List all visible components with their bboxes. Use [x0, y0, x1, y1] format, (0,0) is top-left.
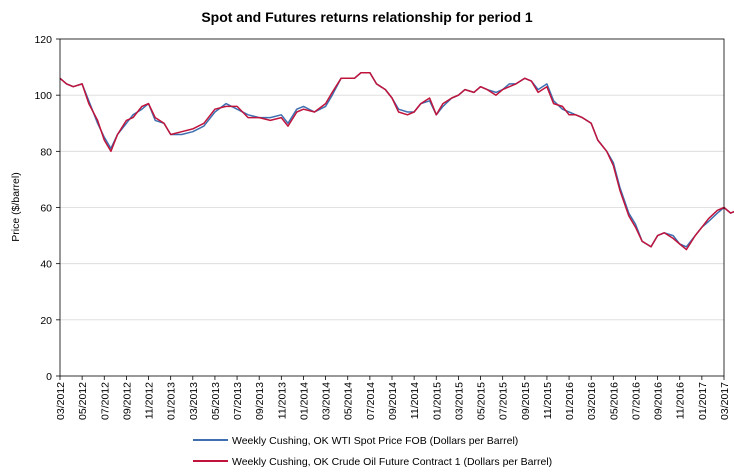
x-tick-label: 07/2014 — [365, 382, 377, 420]
gridlines — [60, 94, 724, 321]
y-tick-label: 60 — [40, 203, 52, 215]
y-axis-ticks: 0 20 40 60 80 100 120 — [34, 34, 60, 383]
x-tick-label: 09/2015 — [520, 382, 532, 420]
x-tick-label: 11/2016 — [675, 382, 687, 419]
legend: Weekly Cushing, OK WTI Spot Price FOB (D… — [193, 435, 552, 468]
x-tick-label: 07/2012 — [99, 382, 111, 420]
x-tick-label: 01/2016 — [564, 382, 576, 420]
x-tick-label: 11/2014 — [409, 382, 421, 419]
y-tick-label: 120 — [34, 34, 52, 46]
x-tick-label: 07/2015 — [498, 382, 510, 420]
x-tick-label: 01/2017 — [697, 382, 709, 420]
x-tick-label: 03/2013 — [188, 382, 200, 420]
x-tick-label: 07/2016 — [630, 382, 642, 420]
x-tick-label: 11/2013 — [276, 382, 288, 419]
y-axis-label: Price ($/barrel) — [10, 172, 22, 241]
x-tick-label: 05/2014 — [343, 382, 355, 420]
series-lines — [59, 71, 734, 251]
y-tick-label: 0 — [46, 371, 52, 383]
y-tick-label: 100 — [34, 90, 52, 102]
x-tick-label: 09/2016 — [653, 382, 665, 420]
x-tick-label: 01/2013 — [166, 382, 178, 420]
x-tick-label: 11/2012 — [144, 382, 156, 419]
x-tick-label: 07/2013 — [232, 382, 244, 420]
x-tick-label: 05/2012 — [77, 382, 89, 420]
legend-label-2: Weekly Cushing, OK Crude Oil Future Cont… — [232, 456, 552, 468]
x-tick-label: 01/2014 — [298, 382, 310, 420]
legend-label-1: Weekly Cushing, OK WTI Spot Price FOB (D… — [232, 435, 518, 447]
y-tick-label: 80 — [40, 146, 52, 158]
chart-title: Spot and Futures returns relationship fo… — [201, 9, 533, 25]
x-tick-label: 03/2016 — [586, 382, 598, 420]
x-tick-label: 09/2014 — [387, 382, 399, 420]
x-tick-label: 05/2013 — [210, 382, 222, 420]
series-line-1 — [59, 71, 734, 248]
x-tick-label: 01/2015 — [431, 382, 443, 420]
y-tick-label: 40 — [40, 259, 52, 271]
x-tick-label: 03/2015 — [453, 382, 465, 420]
y-tick-label: 20 — [40, 315, 52, 327]
x-tick-label: 05/2016 — [608, 382, 620, 420]
x-tick-label: 05/2015 — [476, 382, 488, 420]
series-line-2 — [59, 71, 734, 251]
x-tick-label: 03/2014 — [321, 382, 333, 420]
x-tick-label: 09/2012 — [121, 382, 133, 420]
x-tick-label: 11/2015 — [542, 382, 554, 419]
x-tick-label: 03/2012 — [55, 382, 67, 420]
plot-area-border — [59, 38, 725, 377]
x-axis-ticks: 03/2012 05/2012 07/2012 09/2012 11/2012 01/20… — [55, 376, 731, 420]
x-tick-label: 03/2017 — [719, 382, 731, 420]
x-tick-label: 09/2013 — [254, 382, 266, 420]
